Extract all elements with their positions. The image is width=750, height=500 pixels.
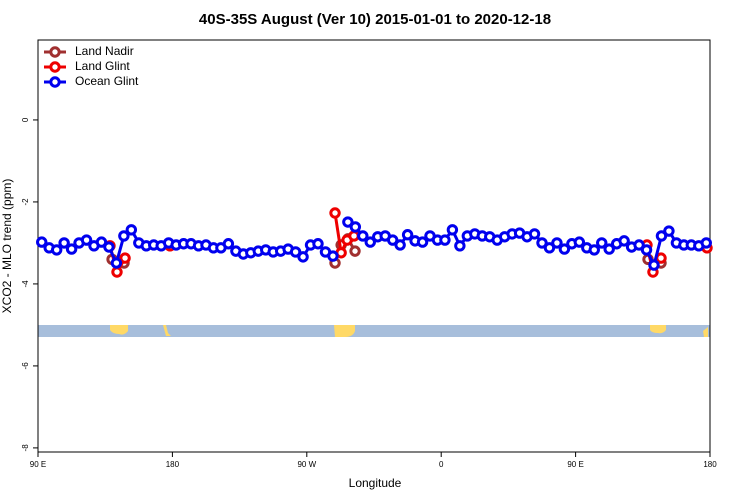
point <box>528 228 541 240</box>
point <box>329 207 341 219</box>
x-tick-label: 180 <box>166 460 180 469</box>
point <box>50 244 63 256</box>
x-tick-label: 0 <box>439 460 444 469</box>
point <box>596 237 608 249</box>
point <box>111 266 123 278</box>
point <box>401 229 414 241</box>
legend-label: Land Glint <box>75 59 130 73</box>
point <box>357 230 369 242</box>
point <box>80 234 93 246</box>
y-axis-label: XCO2 - MLO trend (ppm) <box>0 179 14 314</box>
point <box>536 237 548 249</box>
point <box>394 239 406 251</box>
y-tick-label: 0 <box>21 117 30 122</box>
point <box>110 257 123 269</box>
point <box>640 244 653 256</box>
point <box>558 243 571 255</box>
point <box>103 241 115 253</box>
point <box>439 234 451 246</box>
point <box>633 239 645 251</box>
legend-marker <box>49 76 61 88</box>
point <box>573 236 586 248</box>
point <box>700 237 712 249</box>
legend-marker <box>49 61 61 73</box>
point <box>222 238 235 250</box>
point <box>655 230 668 242</box>
point <box>446 224 459 236</box>
point <box>349 221 362 233</box>
point <box>348 230 360 242</box>
point <box>648 259 660 271</box>
legend-marker <box>49 46 61 58</box>
x-tick-label: 180 <box>703 460 717 469</box>
point <box>663 225 675 237</box>
x-tick-label: 90 W <box>297 460 316 469</box>
point <box>297 251 309 263</box>
point <box>386 234 399 246</box>
point <box>618 235 630 247</box>
chart-title: 40S-35S August (Ver 10) 2015-01-01 to 20… <box>199 11 551 28</box>
point <box>312 238 324 250</box>
y-tick-label: -8 <box>21 444 30 452</box>
point <box>603 243 615 255</box>
y-tick-label: -2 <box>21 198 30 206</box>
y-tick-label: -4 <box>21 280 30 288</box>
y-tick-label: -6 <box>21 362 30 370</box>
point <box>118 230 130 242</box>
point <box>588 244 600 256</box>
point <box>95 236 108 248</box>
point <box>125 224 138 236</box>
point <box>349 245 361 257</box>
x-axis-label: Longitude <box>349 476 402 490</box>
point <box>551 237 563 249</box>
point <box>342 216 354 228</box>
point <box>119 252 131 264</box>
point <box>58 237 70 249</box>
point <box>543 242 556 254</box>
point <box>65 243 78 255</box>
legend-label: Land Nadir <box>75 44 134 58</box>
point <box>454 240 466 252</box>
point <box>289 246 302 258</box>
legend-label: Ocean Glint <box>75 74 139 88</box>
point <box>327 250 339 262</box>
point <box>364 236 376 248</box>
x-tick-label: 90 E <box>567 460 583 469</box>
point <box>416 236 429 248</box>
point <box>36 236 48 248</box>
land-mask-strip <box>38 325 710 337</box>
x-tick-label: 90 E <box>30 460 46 469</box>
